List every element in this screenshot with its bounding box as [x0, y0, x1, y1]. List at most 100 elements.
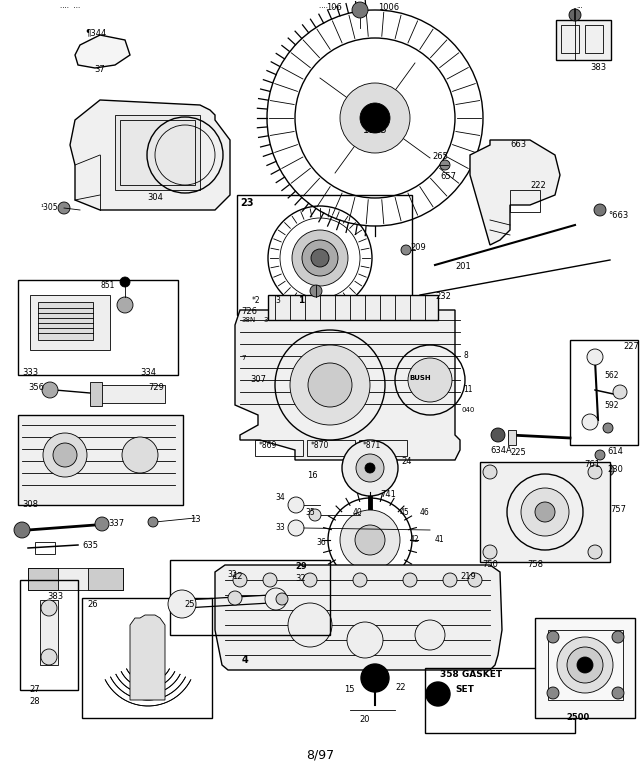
- Text: 25: 25: [184, 600, 195, 609]
- Text: ....  ....: .... ....: [319, 3, 341, 9]
- Bar: [585, 25, 603, 53]
- Circle shape: [613, 385, 627, 399]
- Bar: [20, 580, 78, 690]
- Text: 1: 1: [298, 296, 304, 305]
- Text: 8: 8: [463, 351, 468, 359]
- Text: 38N: 38N: [241, 317, 255, 323]
- Text: 729: 729: [148, 383, 164, 392]
- Text: 37: 37: [95, 65, 106, 74]
- Circle shape: [168, 590, 196, 618]
- Text: 225: 225: [510, 448, 525, 457]
- Text: 34: 34: [275, 493, 285, 502]
- Bar: [82, 598, 212, 718]
- Circle shape: [120, 277, 130, 287]
- Bar: [115, 115, 200, 190]
- Circle shape: [243, 369, 253, 379]
- Text: *2: *2: [252, 296, 260, 305]
- Bar: [120, 120, 195, 185]
- Text: 219: 219: [460, 572, 476, 581]
- Bar: [18, 280, 178, 375]
- Circle shape: [521, 488, 569, 536]
- Text: 383: 383: [47, 592, 63, 601]
- Bar: [556, 20, 611, 60]
- Bar: [28, 568, 58, 590]
- Text: 15: 15: [344, 686, 355, 695]
- Text: 333: 333: [22, 368, 38, 377]
- Circle shape: [41, 600, 57, 616]
- Bar: [561, 25, 579, 53]
- Text: 562: 562: [604, 371, 618, 380]
- Circle shape: [603, 423, 613, 433]
- Text: 42: 42: [410, 535, 420, 544]
- Bar: [508, 430, 516, 445]
- Text: 4: 4: [242, 655, 249, 665]
- Text: 13: 13: [190, 515, 200, 524]
- Circle shape: [401, 245, 411, 255]
- Text: *869: *869: [259, 441, 277, 450]
- Text: 36: 36: [316, 538, 326, 547]
- Circle shape: [309, 509, 321, 521]
- Circle shape: [41, 649, 57, 665]
- Circle shape: [148, 517, 158, 527]
- Text: 32: 32: [295, 574, 306, 583]
- Circle shape: [588, 545, 602, 559]
- Text: SET: SET: [455, 685, 474, 694]
- Text: 40: 40: [353, 508, 363, 517]
- Circle shape: [587, 349, 603, 365]
- Text: 1005: 1005: [363, 125, 387, 135]
- Circle shape: [356, 454, 384, 482]
- Text: 33: 33: [275, 524, 285, 533]
- Circle shape: [468, 573, 482, 587]
- Text: BUSH: BUSH: [409, 375, 431, 381]
- Text: 8/97: 8/97: [306, 748, 334, 761]
- Circle shape: [594, 204, 606, 216]
- Circle shape: [491, 428, 505, 442]
- Circle shape: [577, 657, 593, 673]
- Circle shape: [340, 83, 410, 153]
- Circle shape: [415, 620, 445, 650]
- Circle shape: [588, 465, 602, 479]
- Circle shape: [302, 240, 338, 276]
- Circle shape: [612, 631, 624, 643]
- Text: 3: 3: [263, 317, 268, 323]
- Text: 24: 24: [401, 457, 412, 466]
- Text: 750: 750: [482, 560, 498, 569]
- Circle shape: [426, 682, 450, 706]
- Text: 7: 7: [241, 355, 246, 361]
- Bar: [18, 415, 183, 505]
- Text: 20: 20: [360, 715, 371, 724]
- Text: 040: 040: [461, 407, 474, 413]
- Text: 41: 41: [435, 535, 445, 544]
- Bar: [40, 600, 58, 665]
- Circle shape: [265, 588, 287, 610]
- Circle shape: [408, 358, 452, 402]
- Text: *871: *871: [363, 441, 381, 450]
- Circle shape: [288, 497, 304, 513]
- Circle shape: [569, 9, 581, 21]
- Text: ¶344: ¶344: [85, 28, 106, 37]
- Bar: [548, 630, 623, 700]
- Bar: [570, 340, 638, 445]
- Text: 356: 356: [28, 383, 44, 392]
- Text: 232: 232: [435, 292, 451, 301]
- Text: ....  ...: .... ...: [60, 3, 80, 9]
- Bar: [359, 440, 407, 456]
- Text: 16: 16: [307, 470, 318, 479]
- Circle shape: [117, 297, 133, 313]
- Bar: [480, 462, 610, 562]
- Circle shape: [263, 573, 277, 587]
- Bar: [170, 560, 330, 635]
- Text: 308: 308: [22, 500, 38, 509]
- Text: 757: 757: [610, 505, 626, 514]
- Text: 635: 635: [82, 542, 98, 550]
- Circle shape: [228, 591, 242, 605]
- Text: 761: 761: [584, 460, 600, 469]
- Text: 358 GASKET: 358 GASKET: [440, 670, 502, 679]
- Text: ¹305: ¹305: [40, 203, 58, 212]
- Circle shape: [58, 202, 70, 214]
- Bar: [255, 440, 303, 456]
- Circle shape: [355, 525, 385, 555]
- Circle shape: [311, 249, 329, 267]
- Circle shape: [340, 510, 400, 570]
- Text: 23: 23: [240, 198, 253, 208]
